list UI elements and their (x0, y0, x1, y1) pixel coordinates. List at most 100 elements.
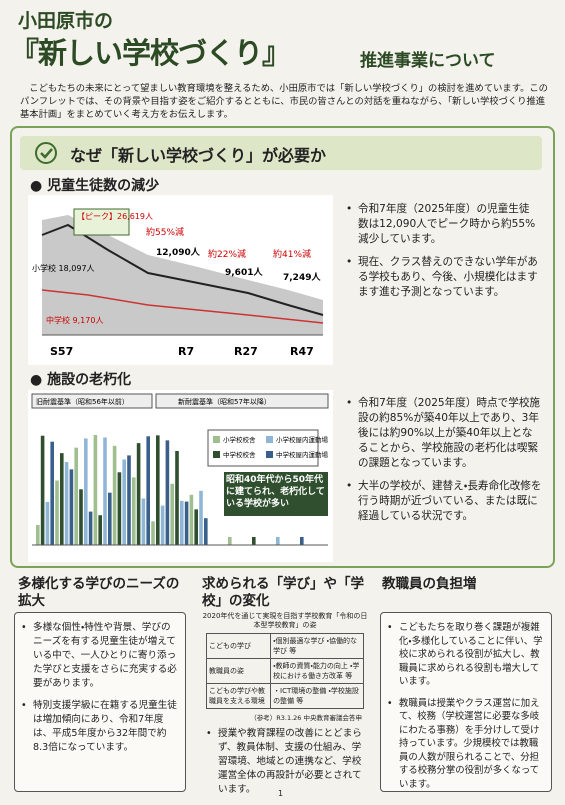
bar-decoration (204, 518, 208, 545)
bar-decoration (180, 500, 184, 545)
bars (36, 435, 304, 545)
bar-decoration (127, 455, 131, 545)
callout-text: 昭和40年代から50年代に建てられ、老朽化している学校が多い (226, 475, 325, 509)
x-label: S57 (50, 345, 73, 358)
bar-decoration (122, 459, 126, 545)
legend-swatch (266, 451, 273, 458)
bullet: 特別支援学級に在籍する児童生徒は増加傾向にあり、令和7年度は、平成5年度から32… (21, 699, 179, 755)
bar-decoration (117, 472, 122, 545)
title: 小田原市の (18, 10, 114, 32)
bar-decoration (74, 447, 78, 545)
bar-decoration (64, 462, 69, 545)
bar-decoration (276, 537, 280, 545)
cell: こどもの学びや教職員を支える環境 (205, 683, 272, 709)
bar-decoration (165, 440, 170, 545)
column-title: 教職員の負担増 (382, 576, 477, 592)
bar-decoration (55, 480, 59, 545)
band (31, 393, 153, 409)
students-chart: 【ピーク】26,619人 約55%減 12,090人 約22%減 9,601人 … (28, 195, 333, 365)
title: 『新しい学校づくり』 (10, 36, 291, 70)
legend-label: 小学校屋内運動場 (276, 435, 329, 444)
band (155, 393, 329, 409)
bar-decoration (175, 450, 179, 545)
facilities-chart: 旧耐震基準（昭和56年以前） 新耐震基準（昭和57年以降） 小学校校舎 小学校屋… (28, 390, 333, 562)
x-label: R47 (290, 345, 314, 358)
subheading-text: 施設の老朽化 (47, 372, 132, 388)
bar-decoration (189, 494, 194, 545)
subheading-text: 児童生徒数の減少 (47, 178, 160, 194)
subheading: ● 児童生徒数の減少 (30, 178, 160, 194)
x-label: R27 (234, 345, 258, 358)
bullet: 多様な個性・特性や背景、学びのニーズを有する児童生徒が増えている中で、一人ひとり… (21, 621, 179, 691)
legend-swatch (213, 436, 220, 443)
check-icon (35, 142, 57, 164)
column-box: こどもたちを取り巻く課題が複雑化・多様化していることに伴い、学校に求められる役割… (380, 612, 552, 792)
bar-decoration (252, 537, 256, 545)
column-title: 多様化する学びのニーズの拡大 (18, 576, 180, 609)
label: 9,601人 (225, 267, 263, 278)
bar-decoration (136, 443, 141, 545)
column-box: 多様な個性・特性や背景、学びのニーズを有する児童生徒が増えている中で、一人ひとり… (14, 612, 186, 792)
bullet: 現在、クラス替えのできない学年がある学校もあり、今後、小規模化はますます進む予測… (346, 255, 538, 300)
cell: ・ICT環境の整備 ・学校施設の整備 等 (270, 683, 364, 709)
column-title: 求められる「学び」や「学校」の変化 (202, 576, 364, 609)
bar-decoration (300, 537, 304, 545)
callout (224, 472, 328, 516)
bar-decoration (103, 437, 107, 545)
section-heading: なぜ「新しい学校づくり」が必要か (70, 146, 327, 165)
bullets: こどもたちを取り巻く課題が複雑化・多様化していることに伴い、学校に求められる役割… (387, 621, 545, 791)
bar-decoration (199, 490, 203, 545)
bullet: 令和7年度（2025年度）時点で学校施設の約85%が築40年以上であり、3年後に… (346, 396, 542, 471)
bullets: 多様な個性・特性や背景、学びのニーズを有する児童生徒が増えている中で、一人ひとり… (21, 621, 179, 755)
bullet: 大半の学校が、建替え・長寿命化改修を行う時期が近づいている、または既に経過してい… (346, 479, 542, 524)
bullets: 授業や教育課程の改善にとどまらず、教員体制、支援の仕組み、学習環境、地域との連携… (206, 727, 364, 797)
bullets: 令和7年度（2025年度）時点で学校施設の約85%が築40年以上であり、3年後に… (346, 396, 542, 532)
label: 中学校 9,170人 (46, 315, 103, 325)
x-label: R7 (178, 345, 194, 358)
bar-decoration (50, 441, 54, 545)
label: 旧耐震基準（昭和56年以前） (36, 397, 129, 406)
area (42, 215, 323, 335)
legend-swatch (213, 451, 220, 458)
title: 推進事業について (360, 51, 496, 71)
bar-decoration (45, 502, 50, 545)
bar-decoration (132, 477, 136, 545)
label: 12,090人 (156, 247, 201, 258)
bar-decoration (156, 435, 160, 545)
bar-decoration (184, 501, 189, 545)
label: 新耐震基準（昭和57年以降） (178, 397, 271, 406)
bar-decoration (228, 537, 232, 545)
legend-swatch (266, 436, 273, 443)
bullet: 教職員は授業やクラス運営に加えて、校務（学校運営に必要な多岐にわたる事務）を手分… (387, 697, 545, 792)
subheading: ● 施設の老朽化 (30, 372, 132, 388)
bar-decoration (84, 438, 88, 545)
label: 約41%減 (273, 248, 311, 260)
legend (207, 429, 319, 467)
bar-decoration (151, 521, 155, 545)
label: 小学校 18,097人 (32, 263, 95, 273)
bar-decoration (160, 505, 165, 545)
legend-label: 小学校校舎 (223, 435, 256, 444)
cell: ・教師の資質・能力の向上 ・学校における働き方改革 等 (270, 658, 364, 684)
bar-decoration (146, 436, 150, 545)
bullet: こどもたちを取り巻く課題が複雑化・多様化していることに伴い、学校に求められる役割… (387, 621, 545, 689)
section-box (10, 126, 555, 568)
source: （参考）R3.1.26 中央教育審議会答申 (250, 714, 362, 722)
bar-decoration (36, 525, 40, 545)
intro: こどもたちの未来にとって望ましい教育環境を整えるため、小田原市では「新しい学校づ… (20, 83, 548, 120)
bullet: 授業や教育課程の改善にとどまらず、教員体制、支援の仕組み、学習環境、地域との連携… (206, 727, 364, 797)
page-number: 1 (278, 789, 284, 798)
label-box (73, 208, 130, 236)
cell: 教職員の姿 (205, 658, 272, 684)
column: 2020年代を通じて実現を目指す学校教育「令和の日本型学校教育」の姿 こどもの学… (200, 612, 370, 805)
bar-decoration (60, 453, 64, 545)
bar-decoration (69, 469, 74, 545)
bar-decoration (112, 445, 117, 545)
label: 約55%減 (146, 226, 184, 238)
label: 【ピーク】26,619人 (77, 212, 153, 221)
cell: ・個別最適な学び ・協働的な学び 等 (270, 633, 364, 659)
table: こどもの学び ・個別最適な学び ・協働的な学び 等 教職員の姿 ・教師の資質・能力の… (205, 633, 364, 709)
legend-label: 中学校校舎 (223, 450, 256, 459)
